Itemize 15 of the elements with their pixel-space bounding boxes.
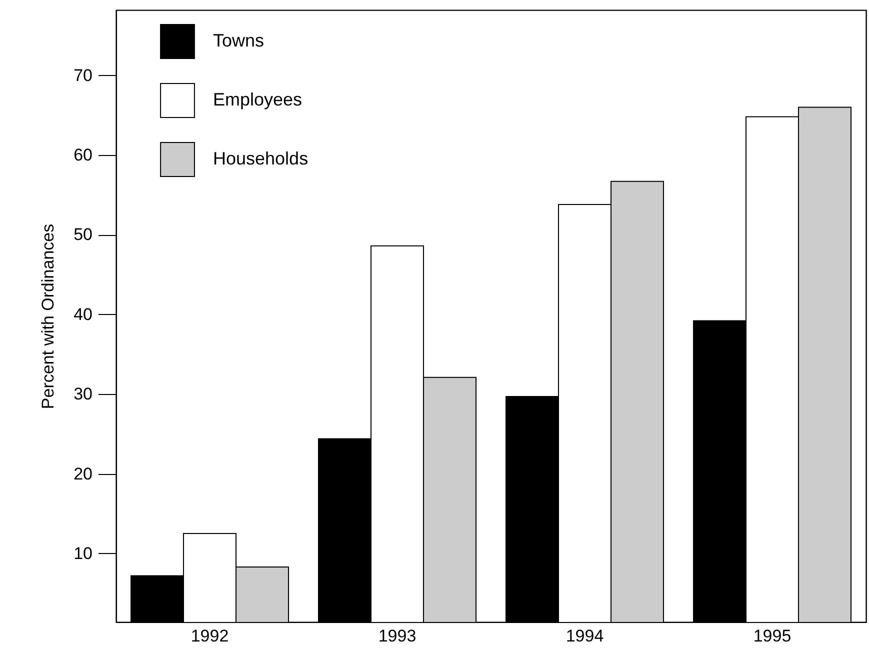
x-tick-label: 1992: [190, 626, 229, 646]
y-tick-label: 60: [74, 146, 92, 165]
x-tick-label: 1993: [378, 626, 416, 646]
y-tick-label: 30: [74, 384, 92, 404]
legend-label: Households: [213, 148, 308, 168]
y-tick-label: 40: [74, 304, 92, 324]
x-tick-label: 1995: [753, 626, 792, 646]
legend-label: Towns: [213, 30, 264, 50]
y-axis-title: Percent with Ordinances: [38, 224, 58, 410]
y-tick-label: 20: [74, 464, 92, 484]
y-tick-label: 50: [74, 225, 92, 244]
y-tick-label: 70: [74, 66, 92, 85]
legend-label: Employees: [213, 90, 302, 110]
x-tick-label: 1994: [566, 626, 604, 646]
y-tick-label: 10: [74, 544, 92, 563]
